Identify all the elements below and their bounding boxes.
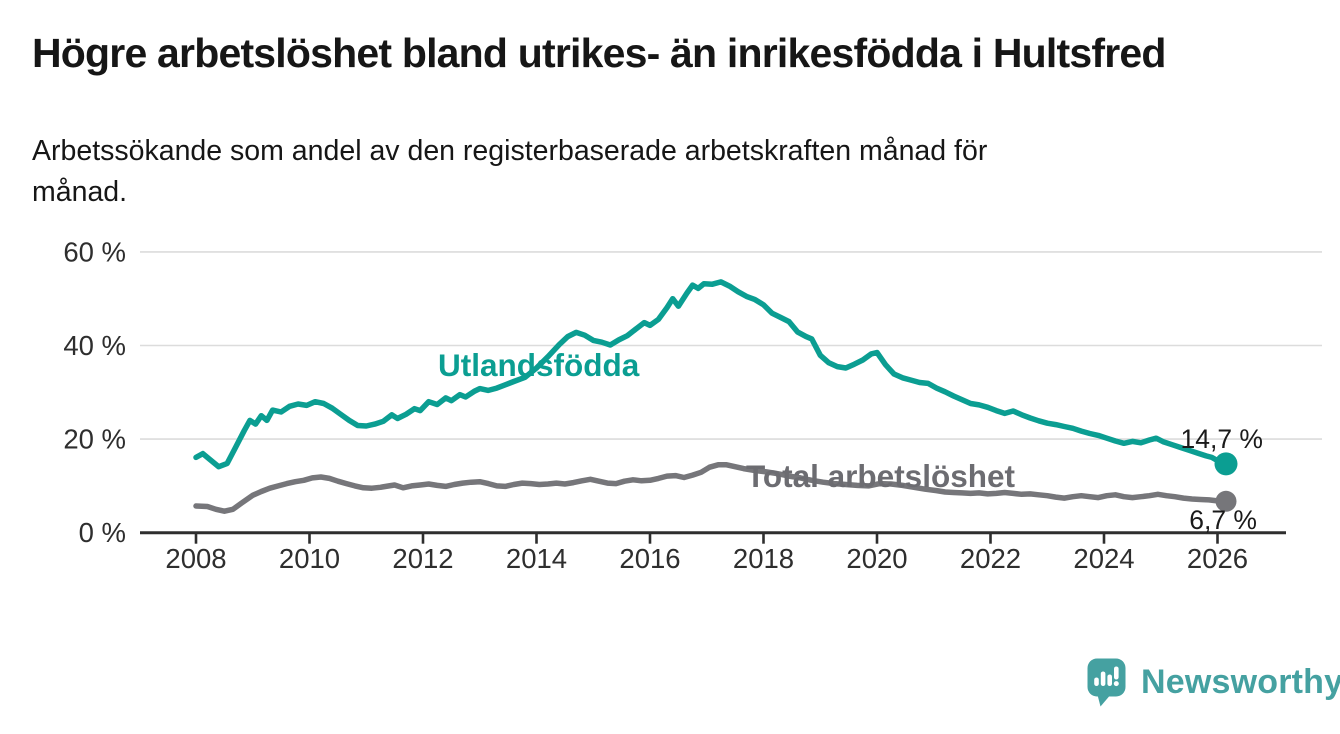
series-line-total-arbetsloshet [193, 462, 1229, 514]
speech-bubble-bar-chart-icon [1087, 658, 1126, 707]
x-tick-label: 2020 [846, 543, 907, 574]
newsworthy-logo: Newsworthy [1086, 657, 1340, 707]
subtitle-line-2: månad. [32, 176, 128, 208]
series-line-utlandsfodda [193, 279, 1229, 470]
x-tick-label: 2012 [392, 543, 453, 574]
x-tick-label: 2026 [1187, 543, 1248, 574]
x-tick-label: 2008 [165, 543, 226, 574]
end-value-label-utlandsfodda: 14,7 % [1180, 424, 1263, 454]
brand-wordmark: Newsworthy [1141, 662, 1340, 701]
x-tick-label: 2016 [619, 543, 680, 574]
chart-subtitle: Arbetssökande som andel av den registerb… [32, 131, 987, 213]
series-end-dot-total-arbetsloshet [1215, 490, 1237, 512]
y-tick-label: 20 % [63, 424, 126, 455]
x-tick-label: 2018 [733, 543, 794, 574]
x-tick-label: 2024 [1073, 543, 1134, 574]
series-label-total-arbetsloshet: Total arbetslöshet [746, 458, 1015, 494]
y-tick-label: 0 % [79, 517, 126, 548]
series-end-dot-utlandsfodda [1214, 452, 1238, 476]
subtitle-line-1: Arbetssökande som andel av den registerb… [32, 135, 988, 167]
y-tick-label: 60 % [63, 236, 126, 267]
x-tick-label: 2010 [279, 543, 340, 574]
page-title: Högre arbetslöshet bland utrikes- än inr… [32, 30, 1166, 76]
series-label-utlandsfodda: Utlandsfödda [438, 347, 640, 383]
x-tick-label: 2014 [506, 543, 567, 574]
end-value-label-total-arbetsloshet: 6,7 % [1189, 505, 1257, 535]
x-tick-label: 2022 [960, 543, 1021, 574]
y-tick-label: 40 % [63, 330, 126, 361]
